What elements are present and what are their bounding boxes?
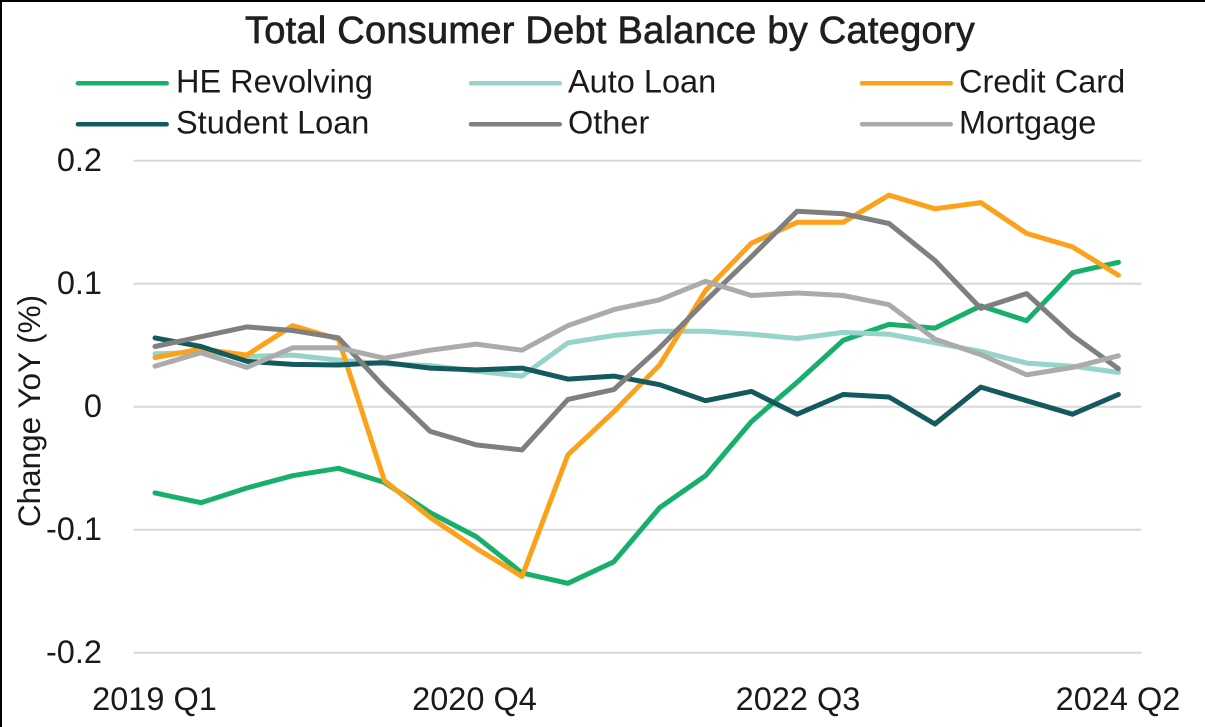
svg-text:2022 Q3: 2022 Q3	[736, 681, 861, 717]
svg-text:0: 0	[84, 388, 102, 424]
svg-text:2020 Q4: 2020 Q4	[412, 681, 537, 717]
svg-text:-0.1: -0.1	[46, 511, 102, 547]
svg-text:0.1: 0.1	[57, 265, 102, 301]
svg-text:0.2: 0.2	[57, 142, 102, 178]
svg-text:HE Revolving: HE Revolving	[176, 63, 373, 99]
svg-text:Student Loan: Student Loan	[176, 104, 369, 140]
svg-text:Credit Card: Credit Card	[959, 63, 1125, 99]
svg-text:Change YoY (%): Change YoY (%)	[11, 295, 47, 527]
svg-text:Auto Loan: Auto Loan	[568, 63, 716, 99]
svg-text:Other: Other	[568, 104, 649, 140]
svg-text:2019 Q1: 2019 Q1	[92, 681, 217, 717]
svg-text:2024 Q2: 2024 Q2	[1056, 681, 1181, 717]
svg-text:Total Consumer Debt Balance by: Total Consumer Debt Balance by Category	[245, 10, 975, 52]
svg-text:Mortgage: Mortgage	[959, 104, 1096, 140]
svg-text:-0.2: -0.2	[46, 634, 102, 670]
